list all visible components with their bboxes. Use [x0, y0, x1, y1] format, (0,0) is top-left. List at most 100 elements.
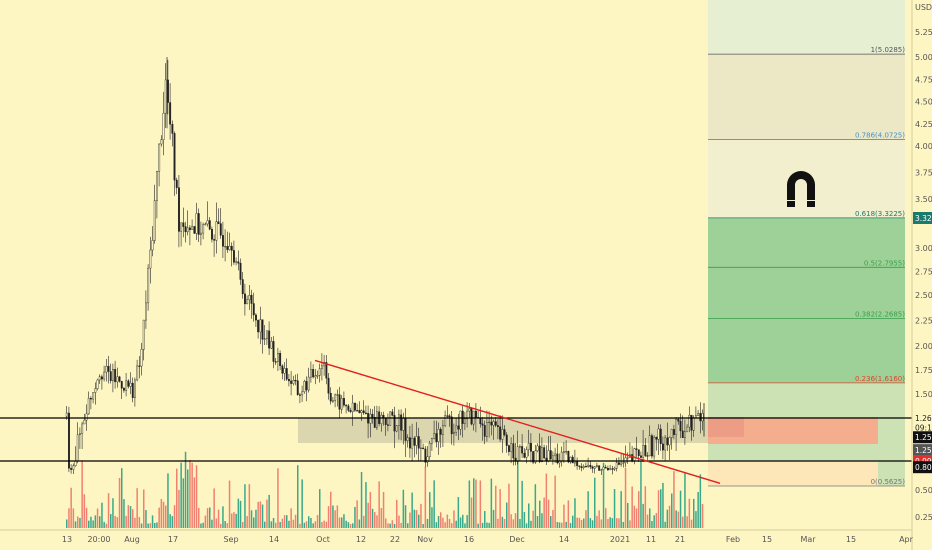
- volume-bar: [407, 523, 409, 528]
- candle-body: [349, 410, 352, 412]
- volume-bar: [532, 510, 534, 528]
- volume-bar: [576, 517, 578, 528]
- volume-bar: [539, 500, 541, 528]
- price-tag-label: 0.8075: [915, 463, 932, 472]
- volume-bar: [66, 519, 68, 528]
- volume-bar: [303, 522, 306, 528]
- candle-body: [620, 462, 623, 465]
- candle-body: [129, 382, 132, 387]
- volume-bar: [149, 523, 152, 528]
- candle-body: [72, 465, 75, 470]
- candle-body: [140, 349, 143, 367]
- candle-body: [195, 213, 198, 234]
- candle-body: [288, 379, 290, 382]
- fib-zone: [708, 318, 905, 383]
- candle-body: [609, 468, 612, 471]
- y-tick-label: 1.5000: [915, 390, 932, 399]
- volume-bar: [679, 490, 682, 528]
- candle-body: [184, 226, 187, 233]
- candle-body: [294, 380, 297, 382]
- volume-bar: [332, 505, 334, 528]
- volume-bar: [244, 484, 246, 528]
- candle-body: [105, 365, 108, 373]
- y-tick-label: 2.5000: [915, 291, 932, 300]
- volume-bar: [360, 471, 363, 528]
- y-tick-label: 5.2500: [915, 28, 932, 37]
- candle-body: [118, 376, 121, 382]
- candle-body: [611, 468, 614, 470]
- candle-body: [400, 414, 403, 431]
- volume-bar: [497, 518, 499, 528]
- volume-bar: [248, 484, 251, 528]
- candle-body: [626, 457, 629, 459]
- candle-body: [675, 418, 678, 435]
- candle-body: [193, 226, 196, 234]
- candle-body: [653, 437, 656, 457]
- volume-bar: [442, 517, 444, 528]
- volume-bar: [561, 522, 563, 528]
- volume-bar: [79, 517, 81, 528]
- volume-bar: [446, 514, 449, 528]
- x-tick-label: Feb: [726, 535, 740, 544]
- volume-bar: [682, 516, 684, 528]
- volume-bar: [261, 504, 264, 528]
- candle-body: [475, 410, 477, 418]
- candle-body: [272, 341, 275, 362]
- volume-bar: [147, 523, 149, 528]
- volume-bar: [633, 505, 636, 528]
- volume-bar: [198, 508, 200, 528]
- candle-body: [461, 410, 464, 424]
- candle-body: [158, 143, 161, 172]
- candle-body: [483, 425, 486, 437]
- fibonacci-labels: 1(5.0285) 0.786(4.0725) 0.618(3.3225) 0.5(2…: [855, 46, 905, 486]
- volume-bar: [206, 508, 209, 528]
- volume-bar: [437, 516, 440, 528]
- candle-body: [622, 462, 625, 464]
- candle-body: [285, 368, 288, 380]
- trendline: [314, 359, 721, 484]
- candle-body: [221, 235, 224, 247]
- candle-body: [642, 445, 645, 458]
- candle-body: [268, 330, 271, 349]
- volume-bar: [666, 509, 669, 528]
- volume-bar: [246, 516, 248, 528]
- candle-body: [164, 79, 167, 114]
- candle-body: [180, 222, 183, 232]
- candle-body: [404, 418, 407, 441]
- candle-body: [659, 428, 662, 444]
- candle-body: [252, 303, 255, 316]
- candle-body: [177, 187, 180, 232]
- candle-body: [578, 465, 581, 467]
- x-tick-label: 20:00: [87, 535, 110, 544]
- candle-body: [160, 139, 163, 145]
- candle-body: [692, 417, 695, 431]
- candle-body: [332, 400, 334, 402]
- candle-body: [395, 425, 398, 432]
- volume-bar: [528, 503, 530, 528]
- volume-bar: [325, 521, 328, 528]
- volume-bar: [418, 514, 420, 528]
- volume-bar: [270, 521, 273, 528]
- volume-bar: [514, 513, 517, 528]
- candle-body: [76, 434, 79, 461]
- volume-bar: [88, 520, 90, 528]
- candle-body: [83, 419, 86, 425]
- x-tick-label: Aug: [124, 535, 140, 544]
- candle-body: [602, 466, 605, 470]
- candle-body: [464, 418, 466, 424]
- candle-body: [303, 381, 306, 393]
- volume-bar: [602, 462, 605, 528]
- candle-body: [538, 445, 541, 462]
- volume-bar: [424, 466, 427, 528]
- candle-body: [393, 415, 396, 432]
- volume-bar: [556, 522, 559, 528]
- candle-body: [688, 414, 691, 428]
- x-tick-label: 14: [269, 535, 279, 544]
- volume-bar: [422, 523, 424, 528]
- candle-body: [299, 394, 301, 396]
- volume-bar: [312, 523, 314, 528]
- volume-bar: [138, 517, 141, 528]
- volume-bar: [112, 498, 114, 528]
- y-tick-label: 2.0000: [915, 342, 932, 351]
